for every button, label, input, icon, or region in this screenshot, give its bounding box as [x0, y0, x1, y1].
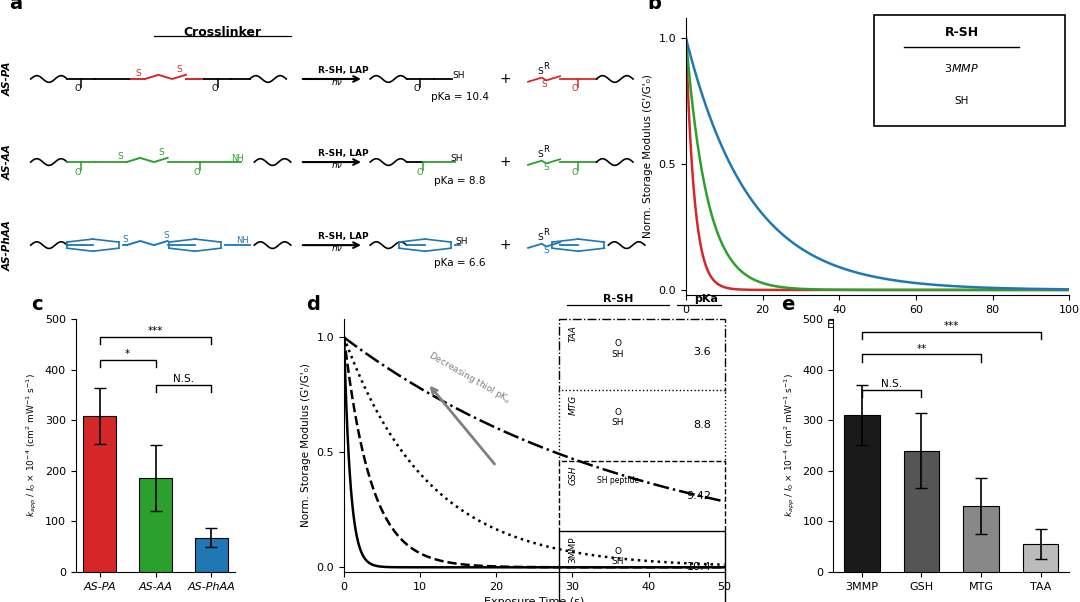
Text: O: O [75, 167, 81, 176]
Text: MTG: MTG [568, 395, 578, 415]
Bar [843, 415, 880, 572]
Text: R-SH, LAP: R-SH, LAP [319, 66, 368, 75]
FancyBboxPatch shape [559, 319, 725, 393]
Text: O: O [572, 167, 579, 176]
X-axis label: Exposure Time (s): Exposure Time (s) [484, 597, 584, 602]
Text: R: R [543, 228, 550, 237]
Text: SH: SH [455, 237, 468, 246]
Text: NH: NH [237, 236, 248, 245]
Text: S: S [159, 147, 164, 157]
Text: 9.42: 9.42 [686, 491, 712, 501]
Text: *: * [125, 349, 130, 359]
Bar [83, 416, 117, 572]
Text: $\mathit{3MMP}$: $\mathit{3MMP}$ [944, 62, 980, 74]
Text: Decreasing thiol pK$_a$: Decreasing thiol pK$_a$ [426, 349, 513, 406]
Y-axis label: $k_{app}$ / $I_0$ $\times$ 10$^{-4}$ (cm$^2$ mW$^{-1}$ s$^{-1}$): $k_{app}$ / $I_0$ $\times$ 10$^{-4}$ (cm… [25, 374, 39, 517]
Text: hν: hν [332, 161, 342, 170]
Text: 10.4: 10.4 [687, 562, 712, 572]
Text: pKa: pKa [693, 294, 717, 304]
FancyBboxPatch shape [559, 390, 725, 463]
Text: S: S [542, 79, 548, 88]
Text: S: S [537, 67, 543, 76]
Y-axis label: Norm. Storage Modulus (G'/G'₀): Norm. Storage Modulus (G'/G'₀) [301, 364, 311, 527]
Y-axis label: Norm. Storage Modulus (G'/G'₀): Norm. Storage Modulus (G'/G'₀) [643, 75, 653, 238]
Text: R-SH, LAP: R-SH, LAP [319, 232, 368, 241]
FancyBboxPatch shape [559, 532, 725, 602]
Text: +: + [499, 238, 511, 252]
Bar [194, 538, 228, 572]
Text: SH peptide: SH peptide [597, 476, 639, 485]
Text: a: a [9, 0, 22, 13]
Text: b: b [648, 0, 661, 13]
X-axis label: Exposure Time (s): Exposure Time (s) [827, 320, 928, 330]
Text: pKa = 10.4: pKa = 10.4 [431, 92, 488, 102]
Text: O: O [414, 84, 420, 93]
Text: O: O [212, 84, 218, 93]
FancyBboxPatch shape [874, 15, 1065, 126]
Text: S: S [163, 231, 168, 240]
FancyBboxPatch shape [559, 461, 725, 534]
Text: +: + [499, 155, 511, 169]
Text: O: O [417, 167, 423, 176]
Text: Crosslinker: Crosslinker [184, 26, 261, 39]
Text: S: S [543, 246, 550, 255]
Text: R: R [543, 62, 550, 71]
Text: S: S [177, 64, 183, 73]
Text: S: S [543, 163, 550, 172]
Text: 3MMP: 3MMP [568, 536, 578, 563]
Text: hν: hν [332, 78, 342, 87]
Text: O: O [193, 167, 200, 176]
Text: pKa = 6.6: pKa = 6.6 [434, 258, 485, 268]
Bar [963, 506, 999, 572]
Text: S: S [135, 69, 141, 78]
Bar [904, 450, 940, 572]
Text: O
SH: O SH [611, 340, 624, 359]
Text: N.S.: N.S. [173, 374, 194, 384]
Text: O
SH: O SH [611, 408, 624, 427]
Text: ***: *** [944, 321, 959, 331]
Text: S: S [537, 150, 543, 159]
Bar [1023, 544, 1058, 572]
Text: TAA: TAA [568, 325, 578, 343]
Text: NH: NH [231, 154, 244, 163]
Text: pKa = 8.8: pKa = 8.8 [434, 176, 485, 185]
Text: S: S [118, 152, 123, 161]
Text: GSH: GSH [568, 466, 578, 485]
Text: SH: SH [453, 70, 464, 79]
Text: O
SH: O SH [611, 547, 624, 566]
Text: SH: SH [955, 96, 969, 106]
Text: O: O [75, 84, 81, 93]
Text: S: S [537, 233, 543, 242]
Text: R-SH: R-SH [945, 26, 978, 39]
Text: S: S [122, 235, 127, 244]
Text: R-SH, LAP: R-SH, LAP [319, 149, 368, 158]
Text: 3.6: 3.6 [693, 347, 712, 357]
Text: +: + [499, 72, 511, 86]
Text: AS-PhAA: AS-PhAA [3, 220, 13, 270]
Text: AS-PA: AS-PA [3, 62, 13, 96]
Text: d: d [306, 295, 320, 314]
Text: SH: SH [450, 154, 463, 163]
Text: c: c [31, 295, 42, 314]
Text: AS-AA: AS-AA [3, 144, 13, 180]
Text: **: ** [916, 344, 927, 354]
Text: ***: *** [148, 326, 163, 337]
Y-axis label: $k_{app}$ / $I_0$ $\times$ 10$^{-4}$ (cm$^2$ mW$^{-1}$ s$^{-1}$): $k_{app}$ / $I_0$ $\times$ 10$^{-4}$ (cm… [782, 374, 797, 517]
Text: R-SH: R-SH [603, 294, 633, 304]
Text: R: R [543, 145, 550, 154]
Bar [138, 479, 173, 572]
Text: 8.8: 8.8 [693, 420, 712, 430]
Text: N.S.: N.S. [881, 379, 902, 389]
Text: hν: hν [332, 244, 342, 253]
Text: O: O [572, 84, 579, 93]
Text: e: e [781, 295, 795, 314]
